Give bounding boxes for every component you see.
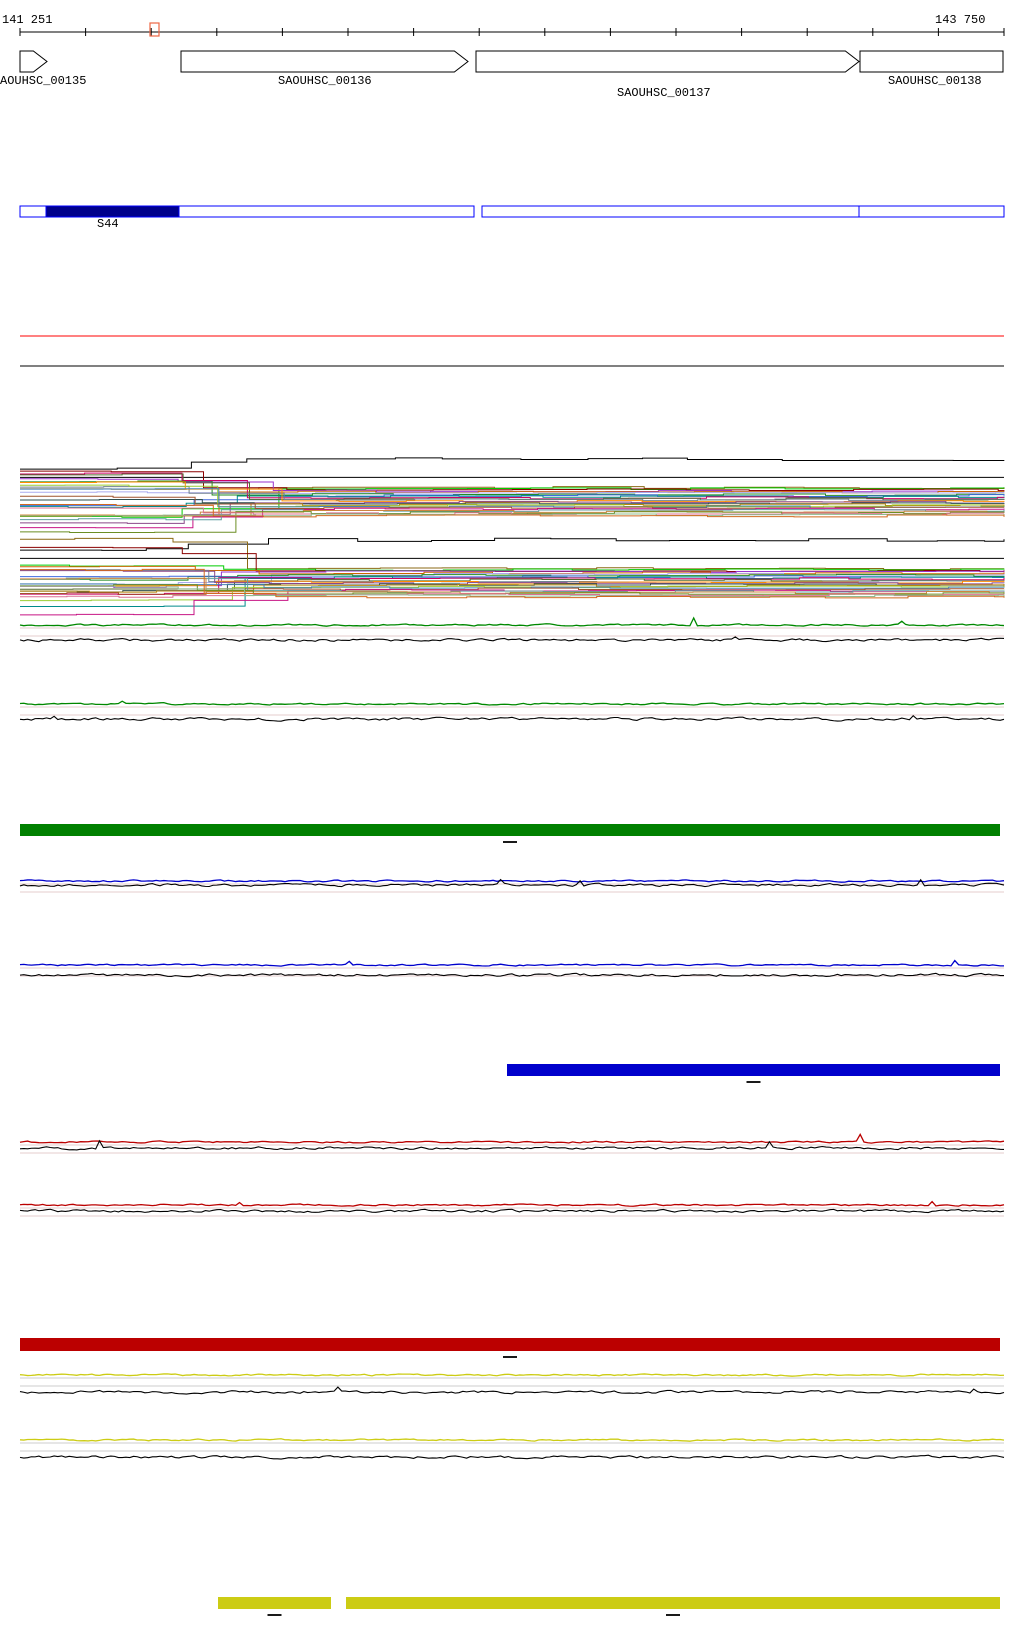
- svg-text:143 750: 143 750: [935, 13, 985, 27]
- svg-text:SAOUHSC_00137: SAOUHSC_00137: [617, 86, 711, 100]
- svg-text:AOUHSC_00135: AOUHSC_00135: [0, 74, 86, 88]
- svg-text:SAOUHSC_00138: SAOUHSC_00138: [888, 74, 982, 88]
- svg-text:S44: S44: [97, 217, 119, 231]
- svg-text:141 251: 141 251: [2, 13, 52, 27]
- svg-text:SAOUHSC_00136: SAOUHSC_00136: [278, 74, 372, 88]
